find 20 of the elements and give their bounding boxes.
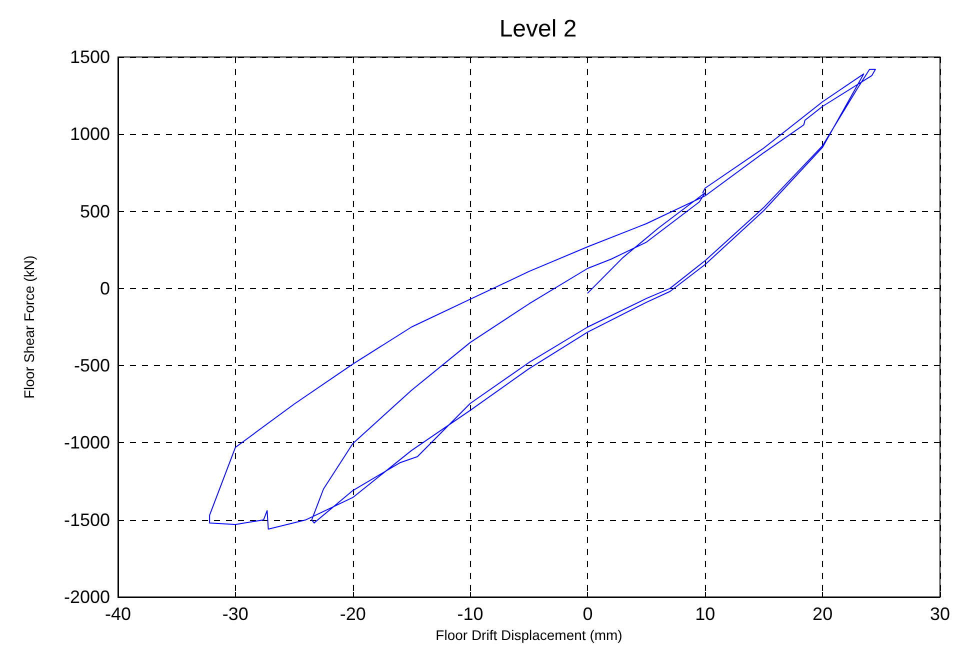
x-tick-label: 20	[812, 604, 833, 624]
y-tick-label: -1000	[64, 432, 110, 453]
x-tick-label: -30	[222, 604, 248, 624]
x-tick-label: 10	[695, 604, 716, 624]
x-tick-label: -10	[457, 604, 484, 624]
y-tick-label: 1000	[70, 124, 110, 144]
x-tick-label: -20	[340, 604, 366, 624]
x-tick-label: 30	[930, 604, 950, 624]
y-tick-label: -1500	[64, 510, 110, 530]
y-tick-label: 0	[100, 278, 110, 298]
x-axis-title: Floor Drift Displacement (mm)	[436, 626, 622, 643]
chart-title: Level 2	[499, 16, 577, 42]
y-axis-title: Floor Shear Force (kN)	[21, 255, 37, 399]
x-tick-label: -40	[104, 604, 132, 624]
line-series	[209, 68, 876, 530]
y-tick-label: -500	[74, 356, 110, 376]
y-tick-label: 1500	[70, 47, 110, 67]
x-tick-label: 0	[582, 604, 593, 624]
y-tick-label: 500	[80, 201, 110, 222]
y-tick-label: -2000	[64, 587, 110, 607]
